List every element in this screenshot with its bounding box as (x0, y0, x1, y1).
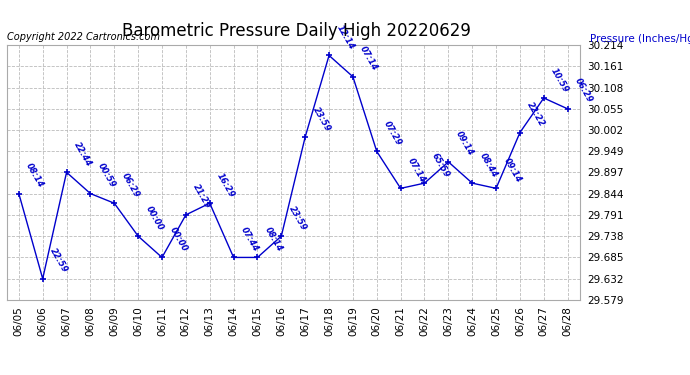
Text: 07:14: 07:14 (406, 156, 427, 184)
Text: 22:44: 22:44 (72, 140, 93, 168)
Text: 00:00: 00:00 (168, 225, 189, 253)
Text: 08:44: 08:44 (477, 151, 499, 179)
Text: 08:14: 08:14 (24, 162, 46, 189)
Text: 23:59: 23:59 (310, 105, 332, 133)
Text: 07:44: 07:44 (239, 225, 260, 253)
Text: 09:14: 09:14 (454, 130, 475, 158)
Text: 16:29: 16:29 (215, 171, 237, 199)
Text: 07:29: 07:29 (382, 120, 404, 147)
Text: 07:14: 07:14 (359, 45, 380, 72)
Text: 00:59: 00:59 (96, 162, 117, 189)
Text: 21:29: 21:29 (191, 183, 213, 211)
Text: Copyright 2022 Cartronics.com: Copyright 2022 Cartronics.com (7, 33, 160, 42)
Text: 10:59: 10:59 (549, 66, 571, 94)
Text: 65:59: 65:59 (430, 151, 451, 179)
Text: 09:14: 09:14 (502, 156, 523, 184)
Text: 06:29: 06:29 (120, 171, 141, 199)
Text: 12:14: 12:14 (335, 24, 356, 51)
Text: 22:22: 22:22 (526, 100, 546, 128)
Text: 23:59: 23:59 (287, 204, 308, 232)
Text: Pressure (Inches/Hg): Pressure (Inches/Hg) (590, 34, 690, 44)
Text: Barometric Pressure Daily High 20220629: Barometric Pressure Daily High 20220629 (122, 22, 471, 40)
Text: 00:00: 00:00 (144, 204, 165, 232)
Text: 06:29: 06:29 (573, 77, 595, 105)
Text: 22:59: 22:59 (48, 247, 70, 274)
Text: 08:14: 08:14 (263, 225, 284, 253)
